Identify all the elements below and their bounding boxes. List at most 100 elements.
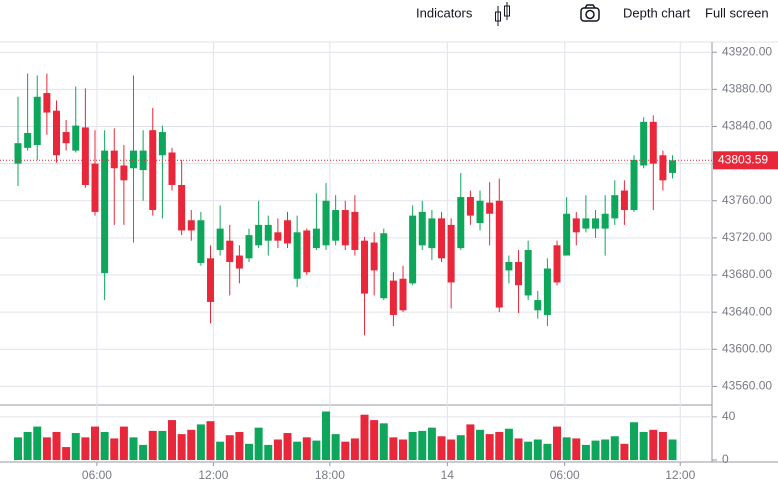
volume-bar [620, 443, 629, 460]
volume-bar [427, 427, 436, 460]
candle-body [216, 228, 224, 250]
candle-body [438, 218, 446, 259]
indicators-button[interactable]: Indicators [416, 5, 473, 20]
candle-body [620, 190, 628, 211]
grid [0, 42, 712, 462]
volume-bar [562, 437, 571, 460]
candle-body [53, 110, 61, 156]
x-tick-label: 12:00 [665, 468, 695, 482]
candle-body [139, 150, 147, 171]
volume-bar [100, 431, 109, 460]
last-price-label: 43803.59 [718, 152, 768, 166]
volume-bar [81, 437, 90, 460]
volume-bar [148, 430, 157, 460]
volume-bar [302, 437, 311, 460]
volume-bar [129, 437, 138, 460]
candle-body [81, 127, 89, 185]
volume-bar [350, 438, 359, 460]
volume-bar [216, 441, 225, 460]
candle-body [274, 232, 282, 241]
last-price-box [713, 151, 778, 170]
volume-bar [379, 423, 388, 460]
volume-bar [572, 438, 581, 460]
volume-bar [23, 431, 32, 460]
candle-body [197, 220, 205, 263]
candle-body [543, 268, 551, 315]
candle-body [168, 152, 176, 185]
volume-bar [264, 444, 273, 460]
volume-bar [639, 431, 648, 460]
volume-bar [370, 420, 379, 460]
candle-body [361, 240, 369, 294]
camera-icon[interactable] [580, 4, 600, 22]
volume-bar [360, 414, 369, 460]
candle-body [457, 197, 465, 249]
volume-bar [341, 441, 350, 460]
volume-bar [71, 433, 80, 460]
candle-body [409, 215, 417, 284]
candle-body [505, 262, 513, 271]
candle-body [399, 278, 407, 311]
candle-body [495, 200, 503, 308]
candle-body [312, 228, 320, 249]
volume-bar [447, 439, 456, 460]
candle-body [592, 218, 600, 229]
volume-bar [553, 426, 562, 460]
volume-bar [273, 439, 282, 460]
candle-body [563, 213, 571, 256]
x-tick-label: 18:00 [315, 468, 345, 482]
volume-bar [581, 444, 590, 460]
y-tick-label: 43840.00 [722, 119, 772, 133]
candle-body [640, 121, 648, 166]
volume-bar [437, 436, 446, 460]
candle-body [534, 300, 542, 311]
candle-body [630, 159, 638, 211]
volume-bar [158, 430, 167, 460]
candle-body [389, 280, 397, 315]
y-tick-label: 43560.00 [722, 379, 772, 393]
candle-body [322, 200, 330, 246]
y-tick-label: 43880.00 [722, 82, 772, 96]
candle-body [130, 150, 138, 169]
volume-bar [601, 439, 610, 460]
volume-bar [524, 441, 533, 460]
volume-bar [658, 431, 667, 460]
volume-bar [235, 431, 244, 460]
volume-bar [139, 444, 148, 460]
volume-bar [331, 434, 340, 460]
volume-tick-label: 40 [722, 409, 736, 423]
candle-body [553, 245, 561, 283]
volume-bar [91, 426, 100, 460]
volume-bar [322, 411, 331, 460]
candle-body [601, 213, 609, 229]
candle-body [572, 218, 580, 233]
depth-chart-button[interactable]: Depth chart [623, 5, 691, 20]
y-tick-label: 43720.00 [722, 230, 772, 244]
volume-bar [418, 430, 427, 460]
candle-body [332, 210, 340, 241]
volume-bar [504, 428, 513, 460]
volume-bar [62, 447, 71, 460]
candle-body [649, 121, 657, 164]
candle-body [245, 235, 253, 259]
candle-body [43, 93, 51, 113]
volume-bar [610, 436, 619, 460]
candle-body [255, 224, 263, 246]
candle-body [178, 184, 186, 231]
candle-body [91, 163, 99, 212]
volume-bar [543, 443, 552, 460]
candle-icon[interactable] [495, 2, 510, 26]
full-screen-button[interactable]: Full screen [705, 5, 769, 20]
volume-bar [389, 437, 398, 460]
volume-bar [177, 434, 186, 460]
volume-bar [485, 434, 494, 460]
candle-body [476, 200, 484, 224]
volume-bar [495, 431, 504, 460]
candle-body [418, 211, 426, 246]
volume-bar [245, 443, 254, 460]
volume-bar [456, 435, 465, 460]
volume-bar [168, 420, 177, 460]
volume-bar [206, 421, 215, 460]
candle-body [284, 220, 292, 244]
